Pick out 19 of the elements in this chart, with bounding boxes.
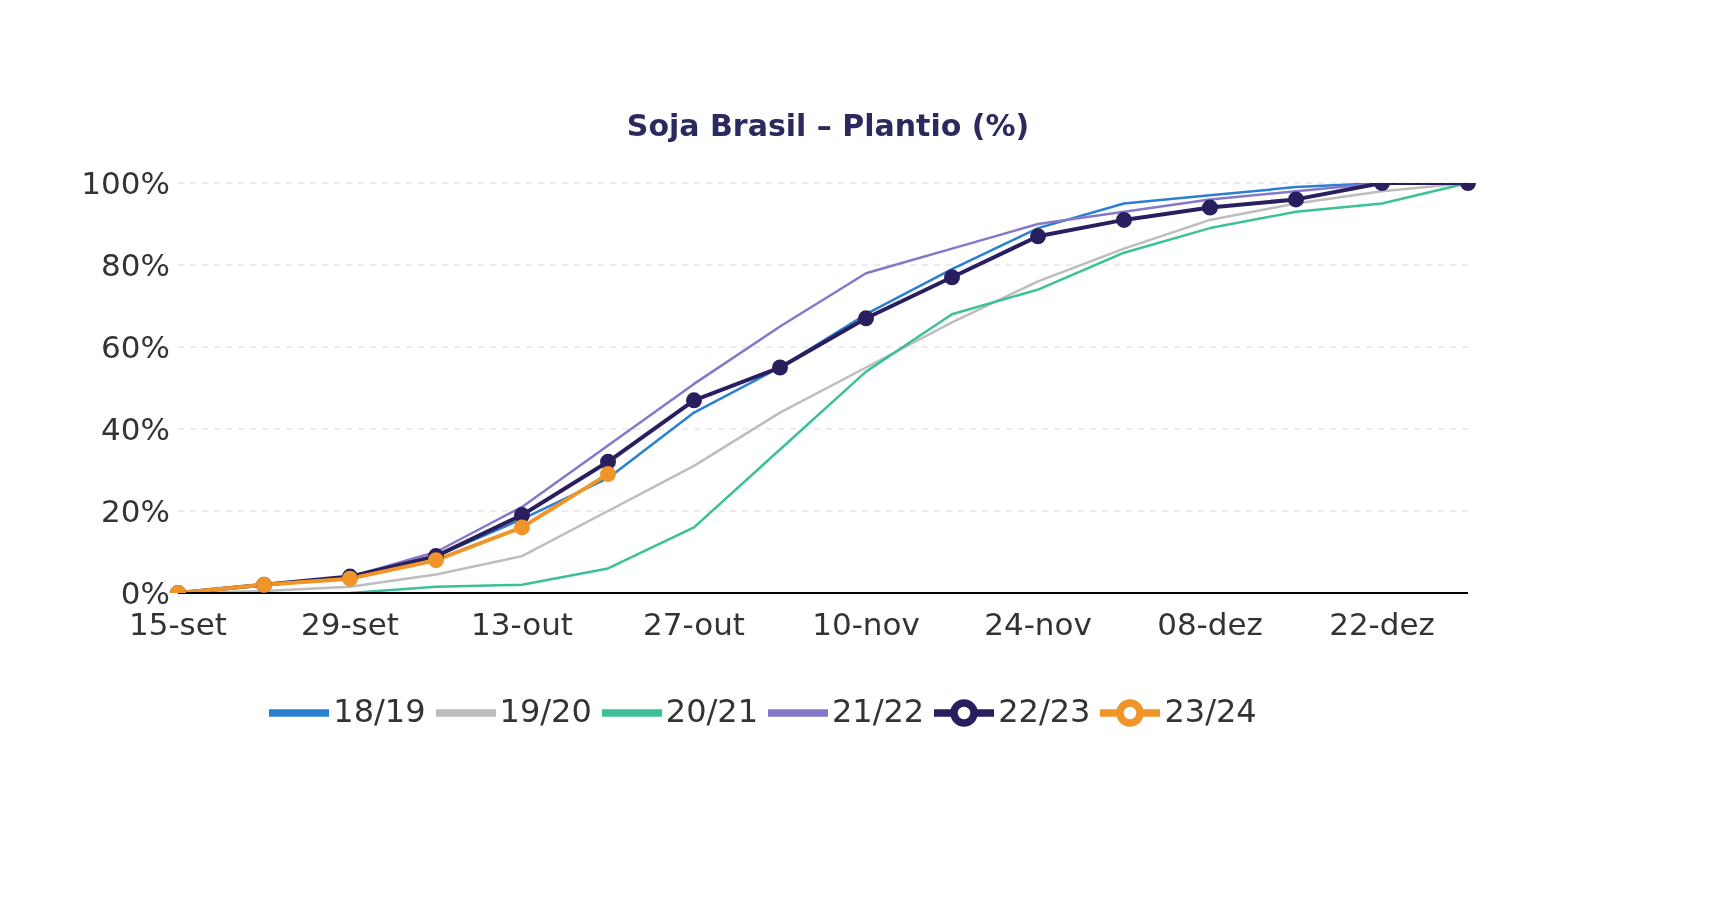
x-tick-label: 24-nov bbox=[984, 606, 1092, 643]
y-tick-label: 40% bbox=[101, 411, 170, 448]
legend-label: 20/21 bbox=[665, 692, 758, 730]
legend-label: 21/22 bbox=[832, 692, 925, 730]
y-tick-label: 60% bbox=[101, 329, 170, 366]
x-tick-label: 10-nov bbox=[812, 606, 920, 643]
x-tick-label: 08-dez bbox=[1157, 606, 1263, 643]
x-tick-label: 13-out bbox=[471, 606, 573, 643]
y-tick-label: 100% bbox=[81, 165, 170, 202]
chart-title: Soja Brasil – Plantio (%) bbox=[625, 107, 1031, 143]
x-tick-label: 27-out bbox=[643, 606, 745, 643]
legend-label: 18/19 bbox=[333, 692, 426, 730]
x-tick-label: 22-dez bbox=[1329, 606, 1435, 643]
y-tick-label: 20% bbox=[101, 493, 170, 530]
x-tick-label: 29-set bbox=[300, 606, 400, 643]
legend-label: 19/20 bbox=[499, 692, 592, 730]
legend-label: 23/24 bbox=[1164, 692, 1257, 730]
y-tick-label: 80% bbox=[101, 247, 170, 284]
legend-label: 22/23 bbox=[998, 692, 1091, 730]
